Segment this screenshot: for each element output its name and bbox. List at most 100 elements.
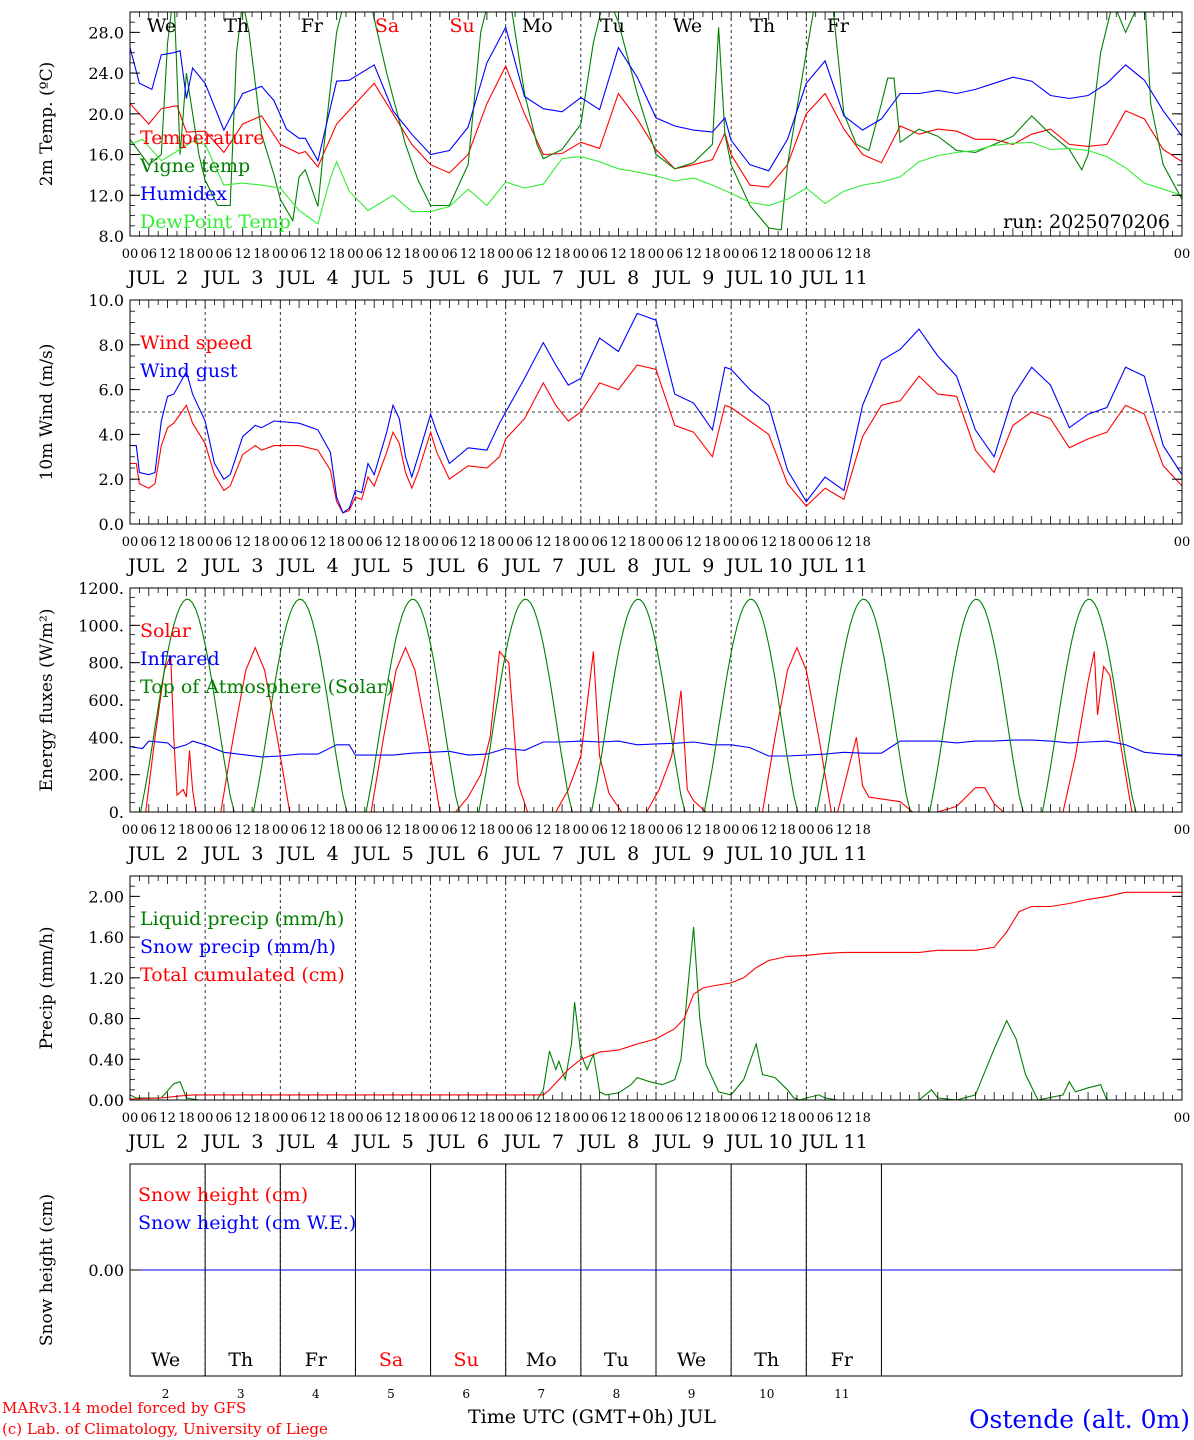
date-label: JUL 2 xyxy=(126,1131,188,1153)
series-line-solar xyxy=(130,646,1182,812)
hour-tick-label: 00 xyxy=(1174,823,1191,838)
day-number-label: 9 xyxy=(688,1387,696,1401)
hour-tick-label: 18 xyxy=(178,1111,195,1126)
y-axis-label: Energy fluxes (W/m²) xyxy=(37,609,57,792)
hour-tick-label: 00 xyxy=(347,823,364,838)
day-name-label: We xyxy=(151,1349,180,1371)
day-name-label: Sa xyxy=(375,15,399,37)
hour-tick-label: 06 xyxy=(667,535,684,550)
day-name-label: Th xyxy=(224,15,249,37)
hour-tick-label: 18 xyxy=(854,535,871,550)
date-label: JUL 3 xyxy=(201,267,263,289)
panel-3: 0. 200. 400. 600. 800. 1000. 1200. Energy fluxe… xyxy=(37,579,1190,865)
y-tick-label: 0. xyxy=(109,803,124,822)
hour-tick-label: 00 xyxy=(798,247,815,262)
hour-tick-label: 18 xyxy=(178,823,195,838)
hour-tick-label: 06 xyxy=(141,535,158,550)
hour-tick-label: 06 xyxy=(742,823,759,838)
legend-entry: Wind gust xyxy=(140,360,238,382)
legend-entry: Wind speed xyxy=(140,332,252,354)
legend-entry: Liquid precip (mm/h) xyxy=(140,908,344,930)
date-label: JUL 9 xyxy=(652,843,714,865)
hour-tick-label: 06 xyxy=(291,823,308,838)
legend-entry: Vigne temp xyxy=(139,155,250,177)
date-label: JUL 8 xyxy=(577,555,639,577)
hour-tick-label: 06 xyxy=(667,823,684,838)
credit-line-1: MARv3.14 model forced by GFS xyxy=(2,1399,246,1417)
hour-tick-label: 00 xyxy=(1174,247,1191,262)
hour-tick-label: 12 xyxy=(310,1111,327,1126)
hour-tick-label: 00 xyxy=(122,247,139,262)
legend-entry: Temperature xyxy=(140,127,264,149)
day-number-label: 8 xyxy=(613,1387,621,1401)
y-tick-label: 0.80 xyxy=(88,1010,124,1029)
day-name-label: We xyxy=(677,1349,706,1371)
hour-tick-label: 06 xyxy=(742,247,759,262)
hour-tick-label: 00 xyxy=(197,1111,214,1126)
hour-tick-label: 00 xyxy=(272,1111,289,1126)
date-label: JUL 6 xyxy=(427,267,489,289)
hour-tick-label: 06 xyxy=(817,1111,834,1126)
legend-entry: Snow height (cm) xyxy=(138,1184,308,1206)
day-name-label: We xyxy=(147,15,176,37)
hour-tick-label: 06 xyxy=(216,247,233,262)
series-line-total-cumulated-cm- xyxy=(130,891,1182,1100)
hour-tick-label: 06 xyxy=(516,535,533,550)
date-label: JUL 10 xyxy=(724,267,792,289)
hour-tick-label: 00 xyxy=(723,1111,740,1126)
hour-tick-label: 12 xyxy=(159,247,176,262)
hour-tick-label: 06 xyxy=(591,247,608,262)
date-label: JUL 11 xyxy=(799,555,867,577)
hour-tick-label: 12 xyxy=(760,823,777,838)
hour-tick-label: 06 xyxy=(441,1111,458,1126)
hour-tick-label: 12 xyxy=(234,535,251,550)
day-number-label: 2 xyxy=(162,1387,170,1401)
credit-line-2: (c) Lab. of Climatology, University of L… xyxy=(2,1420,328,1438)
legend-entry: Total cumulated (cm) xyxy=(140,964,345,986)
hour-tick-label: 00 xyxy=(272,535,289,550)
day-number-label: 10 xyxy=(759,1387,774,1401)
date-label: JUL 4 xyxy=(276,843,338,865)
hour-tick-label: 00 xyxy=(497,535,514,550)
hour-tick-label: 18 xyxy=(479,1111,496,1126)
day-number-label: 11 xyxy=(834,1387,849,1401)
hour-tick-label: 12 xyxy=(159,1111,176,1126)
hour-tick-label: 18 xyxy=(629,823,646,838)
y-tick-label: 0.0 xyxy=(99,515,124,534)
day-number-label: 6 xyxy=(462,1387,470,1401)
day-name-label: Mo xyxy=(522,15,553,37)
hour-tick-label: 00 xyxy=(723,535,740,550)
hour-tick-label: 18 xyxy=(854,1111,871,1126)
hour-tick-label: 06 xyxy=(216,823,233,838)
hour-tick-label: 18 xyxy=(554,823,571,838)
hour-tick-label: 06 xyxy=(591,1111,608,1126)
hour-tick-label: 00 xyxy=(573,1111,590,1126)
hour-tick-label: 00 xyxy=(798,535,815,550)
date-label: JUL 7 xyxy=(502,555,564,577)
hour-tick-label: 00 xyxy=(497,823,514,838)
hour-tick-label: 12 xyxy=(836,247,853,262)
hour-tick-label: 12 xyxy=(610,1111,627,1126)
hour-tick-label: 12 xyxy=(610,247,627,262)
hour-tick-label: 18 xyxy=(854,247,871,262)
y-tick-label: 800. xyxy=(88,654,124,673)
hour-tick-label: 00 xyxy=(197,247,214,262)
date-label: JUL 9 xyxy=(652,1131,714,1153)
hour-tick-label: 18 xyxy=(479,247,496,262)
hour-tick-label: 12 xyxy=(234,247,251,262)
hour-tick-label: 18 xyxy=(328,823,345,838)
hour-tick-label: 18 xyxy=(253,823,270,838)
hour-tick-label: 00 xyxy=(122,1111,139,1126)
hour-tick-label: 00 xyxy=(422,823,439,838)
y-axis-label: 2m Temp. (ºC) xyxy=(37,62,57,187)
y-tick-label: 8.0 xyxy=(99,336,124,355)
day-name-label: Su xyxy=(450,15,475,37)
y-tick-label: 2.00 xyxy=(88,887,124,906)
y-tick-label: 24.0 xyxy=(88,64,124,83)
date-label: JUL 4 xyxy=(276,267,338,289)
hour-tick-label: 12 xyxy=(460,823,477,838)
date-label: JUL 7 xyxy=(502,843,564,865)
station-label: Ostende (alt. 0m) xyxy=(969,1405,1190,1434)
hour-tick-label: 18 xyxy=(253,1111,270,1126)
hour-tick-label: 00 xyxy=(648,247,665,262)
